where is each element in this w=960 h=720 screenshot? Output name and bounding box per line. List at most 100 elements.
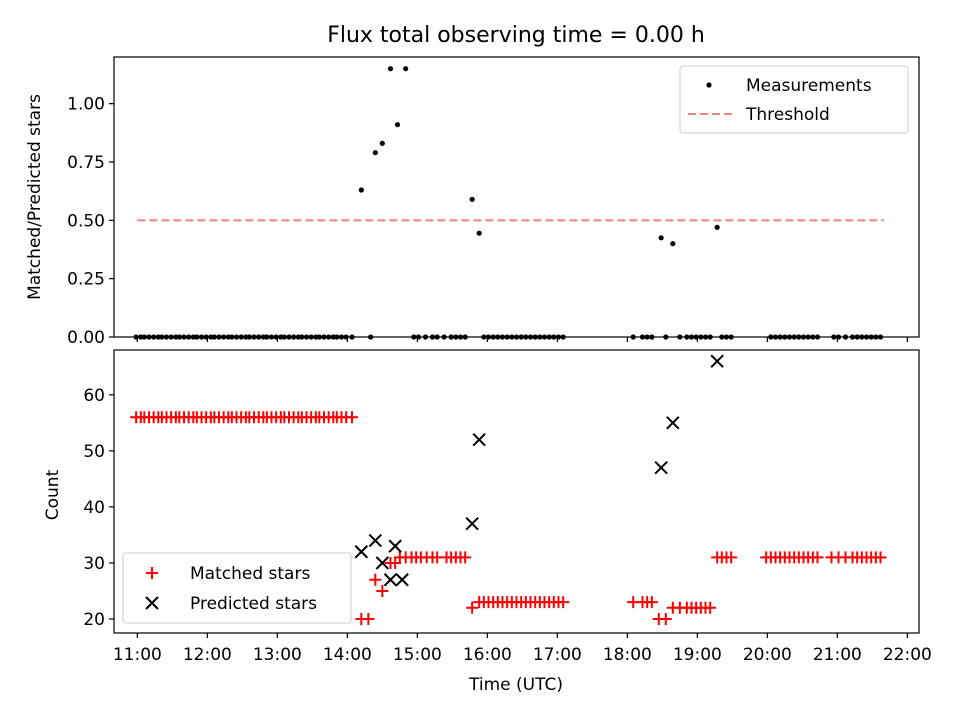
predicted-star-point bbox=[375, 556, 390, 570]
matched-star-point bbox=[874, 551, 887, 564]
predicted-star-point bbox=[395, 573, 409, 587]
measurement-point bbox=[303, 334, 310, 340]
predicted-star-point bbox=[666, 416, 680, 430]
bottom-xlabel: Time (UTC) bbox=[468, 675, 563, 695]
measurement-point bbox=[481, 334, 487, 340]
measurement-point bbox=[495, 334, 501, 340]
top-ylabel: Matched/Predicted stars bbox=[25, 94, 45, 300]
bottom-x-axis: 11:00 12:00 13:00 14:00 15:00 16:00 17:00 18:00… bbox=[113, 633, 932, 665]
measurement-point bbox=[670, 241, 676, 247]
measurement-point bbox=[394, 122, 401, 128]
measurement-point bbox=[273, 334, 279, 340]
measurement-point bbox=[796, 334, 802, 340]
measurement-point bbox=[791, 334, 797, 340]
measurement-point bbox=[714, 224, 720, 230]
measurement-point bbox=[163, 334, 170, 340]
measurement-point bbox=[782, 334, 788, 340]
legend-threshold-label: Threshold bbox=[745, 105, 830, 125]
top-title: Flux total observing time = 0.00 h bbox=[327, 23, 705, 48]
measurement-point bbox=[513, 334, 520, 340]
top-y-axis: 0.00 0.25 0.50 0.75 1.00 bbox=[67, 95, 114, 348]
measurement-point bbox=[358, 187, 364, 193]
measurement-point bbox=[873, 334, 879, 340]
top-x-axis bbox=[136, 337, 908, 342]
measurement-point bbox=[777, 334, 783, 340]
measurement-point bbox=[326, 334, 332, 340]
measurement-point bbox=[256, 334, 262, 340]
measurement-point bbox=[387, 66, 394, 72]
measurement-point bbox=[537, 334, 543, 340]
bottom-matched-layer bbox=[130, 411, 887, 625]
measurement-point bbox=[639, 334, 646, 340]
x-tick-label: 18:00 bbox=[603, 645, 652, 665]
x-tick-label: 16:00 bbox=[463, 645, 512, 665]
measurement-point bbox=[719, 334, 725, 340]
measurement-point bbox=[198, 334, 205, 340]
measurement-point bbox=[203, 334, 209, 340]
measurement-point bbox=[805, 334, 811, 340]
measurement-point bbox=[800, 334, 807, 340]
matched-star-point bbox=[659, 612, 672, 625]
measurement-point bbox=[434, 334, 440, 340]
measurement-point bbox=[835, 334, 842, 340]
measurement-point bbox=[334, 334, 340, 340]
measurement-point bbox=[518, 334, 524, 340]
top-panel: Flux total observing time = 0.00 h Match… bbox=[25, 23, 920, 348]
measurement-point bbox=[321, 334, 327, 340]
measurement-point bbox=[814, 334, 821, 340]
predicted-star-point bbox=[354, 545, 369, 559]
measurement-point bbox=[229, 334, 235, 340]
x-tick-label: 11:00 bbox=[113, 645, 162, 665]
measurement-point bbox=[702, 334, 709, 340]
matched-star-point bbox=[811, 551, 824, 564]
measurement-point bbox=[523, 334, 529, 340]
measurement-point bbox=[663, 334, 669, 340]
measurement-point bbox=[707, 334, 713, 340]
bottom-ylabel: Count bbox=[43, 469, 63, 520]
x-tick-label: 15:00 bbox=[393, 645, 442, 665]
measurement-point bbox=[527, 334, 534, 340]
bottom-y-axis: 20 30 40 50 60 bbox=[83, 386, 114, 630]
x-tick-label: 22:00 bbox=[883, 645, 932, 665]
measurement-point bbox=[693, 334, 699, 340]
measurement-point bbox=[504, 334, 510, 340]
measurement-point bbox=[372, 150, 378, 156]
measurement-point bbox=[441, 334, 447, 340]
measurement-point bbox=[268, 334, 275, 340]
matched-star-point bbox=[466, 601, 479, 614]
measurement-point bbox=[476, 230, 482, 236]
measurement-point bbox=[146, 334, 152, 340]
x-tick-label: 17:00 bbox=[533, 645, 582, 665]
measurement-point bbox=[649, 334, 655, 340]
measurement-point bbox=[168, 334, 174, 340]
predicted-star-point bbox=[368, 533, 383, 548]
measurement-point bbox=[338, 334, 345, 340]
measurement-point bbox=[810, 334, 816, 340]
measurement-point bbox=[462, 334, 468, 340]
measurement-point bbox=[233, 334, 240, 340]
bottom-plot-area bbox=[113, 349, 920, 634]
measurement-point bbox=[546, 334, 552, 340]
matched-star-point bbox=[369, 573, 382, 586]
measurement-point bbox=[698, 334, 704, 340]
legend-predicted-marker bbox=[145, 596, 159, 610]
measurement-point bbox=[379, 140, 385, 146]
measurement-point bbox=[151, 334, 157, 340]
measurement-point bbox=[728, 334, 734, 340]
legend-matched-marker bbox=[146, 567, 158, 579]
measurement-point bbox=[630, 334, 636, 340]
measurement-point bbox=[658, 235, 664, 241]
measurement-point bbox=[677, 334, 683, 340]
bottom-y-tick-label: 30 bbox=[83, 554, 105, 574]
measurement-point bbox=[457, 334, 464, 340]
measurement-point bbox=[854, 334, 860, 340]
predicted-star-point bbox=[383, 573, 398, 587]
measurement-point bbox=[308, 334, 314, 340]
measurement-point bbox=[499, 334, 506, 340]
top-y-tick-label: 0.25 bbox=[67, 270, 105, 290]
top-legend: Measurements Threshold bbox=[679, 65, 909, 134]
measurement-point bbox=[485, 334, 492, 340]
matched-star-point bbox=[557, 596, 570, 609]
predicted-star-point bbox=[710, 354, 724, 368]
